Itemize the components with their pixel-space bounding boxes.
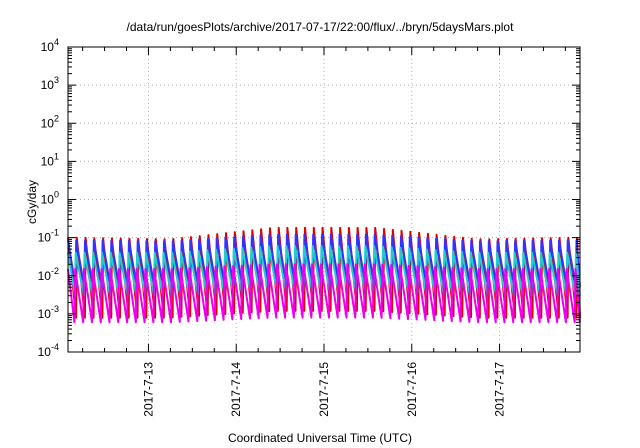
x-tick-label: 2017-7-14 <box>229 362 243 417</box>
y-ticks: 10-4 10-3 10-2 10-1 100 101 102 103 104 <box>38 37 580 359</box>
series-line <box>67 263 581 324</box>
x-tick-label: 2017-7-17 <box>493 362 507 417</box>
y-tick-label: 103 <box>41 75 59 92</box>
y-tick-label: 10-2 <box>38 266 59 283</box>
y-tick-label: 104 <box>41 37 59 54</box>
y-tick-label: 10-4 <box>38 342 59 359</box>
x-tick-label: 2017-7-16 <box>405 362 419 417</box>
x-tick-label: 2017-7-13 <box>141 362 155 417</box>
x-axis-label: Coordinated Universal Time (UTC) <box>227 431 413 445</box>
y-tick-label: 10-1 <box>38 228 59 245</box>
x-ticks: 2017-7-13 2017-7-14 2017-7-15 2017-7-16 2017… <box>82 47 566 417</box>
y-tick-label: 101 <box>41 151 59 168</box>
y-tick-label: 102 <box>41 113 59 130</box>
y-tick-label: 100 <box>41 190 59 207</box>
x-tick-label: 2017-7-15 <box>317 362 331 417</box>
chart-title: /data/run/goesPlots/archive/2017-07-17/2… <box>126 20 514 34</box>
y-tick-label: 10-3 <box>38 304 59 321</box>
series-group <box>67 226 581 324</box>
